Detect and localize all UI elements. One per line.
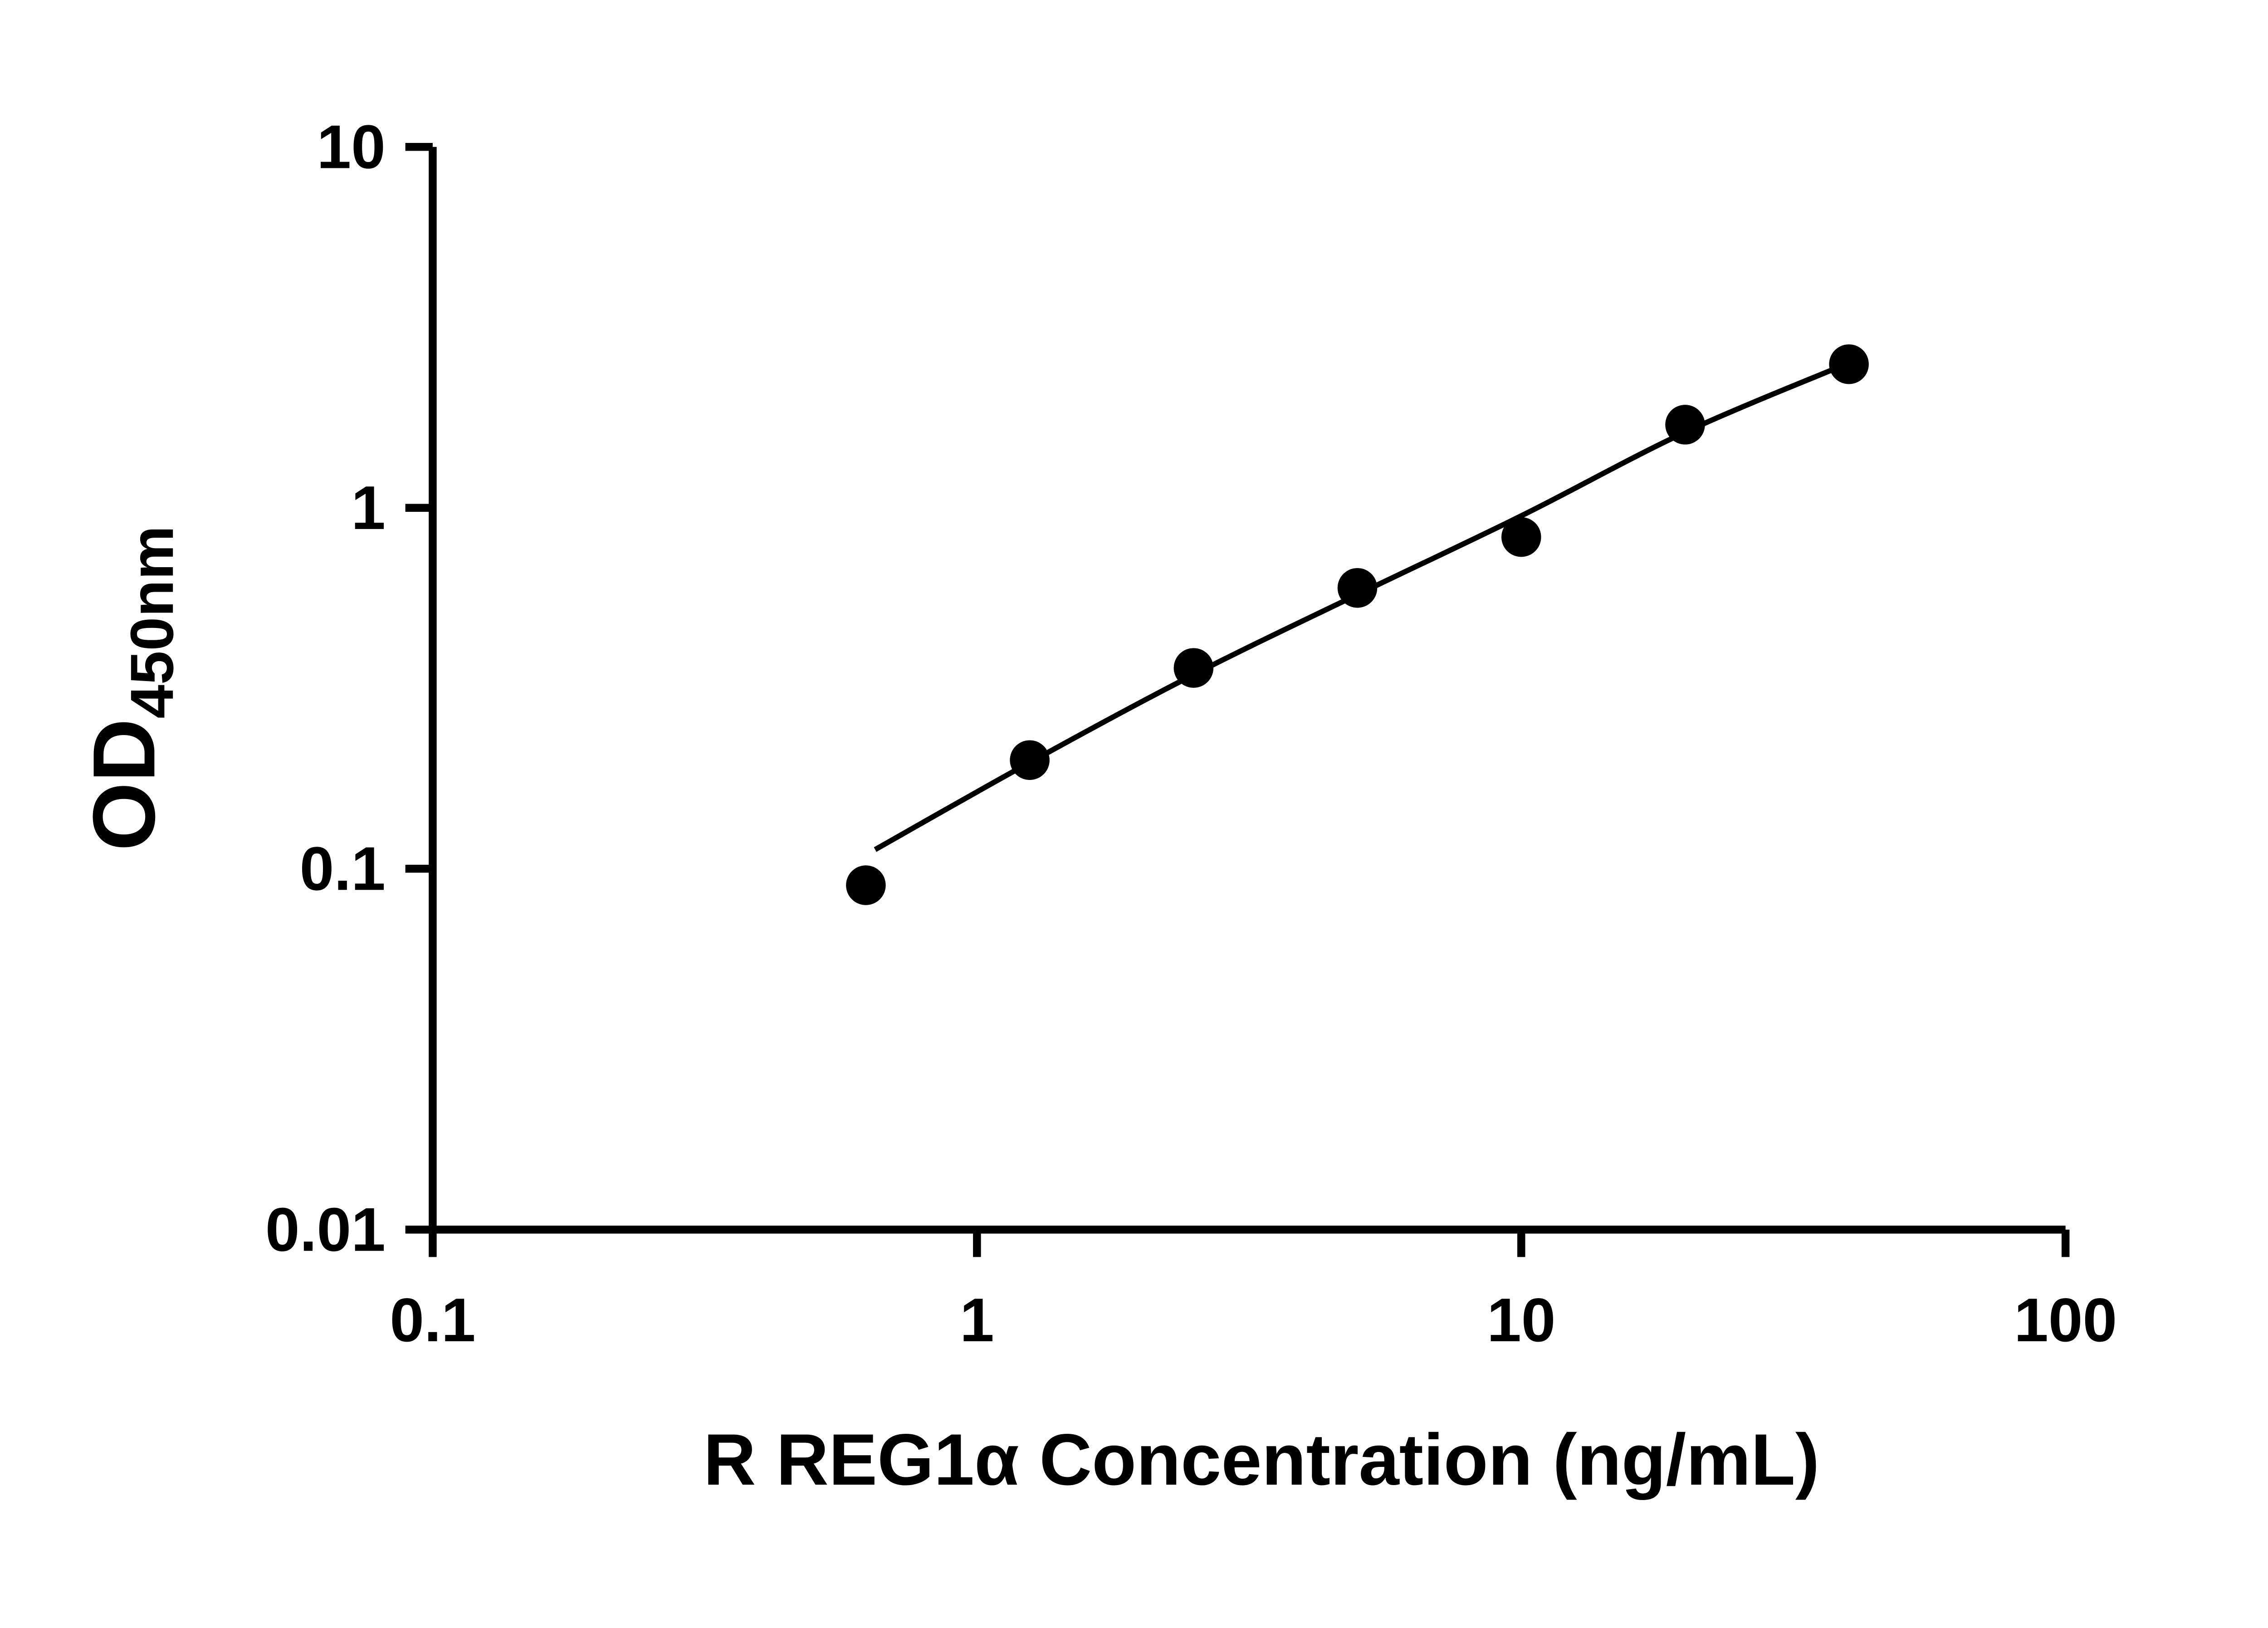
x-axis-tick-label: 1 bbox=[960, 1285, 994, 1354]
data-point bbox=[1010, 740, 1050, 780]
axes-frame bbox=[429, 147, 2066, 1234]
y-axis-title-subscript: 450nm bbox=[118, 526, 186, 719]
data-point bbox=[1665, 405, 1705, 445]
x-axis-tick-label: 100 bbox=[2014, 1285, 2117, 1354]
x-axis-title: R REG1α Concentration (ng/mL) bbox=[704, 1419, 1820, 1500]
y-axis-tick-label: 1 bbox=[351, 473, 386, 542]
y-axis-tick-label: 10 bbox=[317, 112, 385, 181]
data-point bbox=[846, 865, 886, 905]
y-axis-tick-label: 0.1 bbox=[300, 834, 386, 903]
x-axis-tick-label: 10 bbox=[1487, 1285, 1555, 1354]
y-axis-title-main: OD bbox=[75, 719, 173, 851]
x-axis-tick-label: 0.1 bbox=[390, 1285, 475, 1354]
data-point bbox=[1501, 517, 1541, 557]
y-axis-tick-label: 0.01 bbox=[265, 1195, 386, 1264]
y-axis-title: OD450nm bbox=[75, 526, 186, 851]
data-point bbox=[1173, 648, 1214, 688]
data-point bbox=[1337, 568, 1378, 608]
data-point bbox=[1829, 344, 1869, 384]
elisa-standard-curve-figure: 0.1 1 10 100 0.01 0.1 1 10 R REG1α Concentratio… bbox=[75, 112, 2117, 1501]
